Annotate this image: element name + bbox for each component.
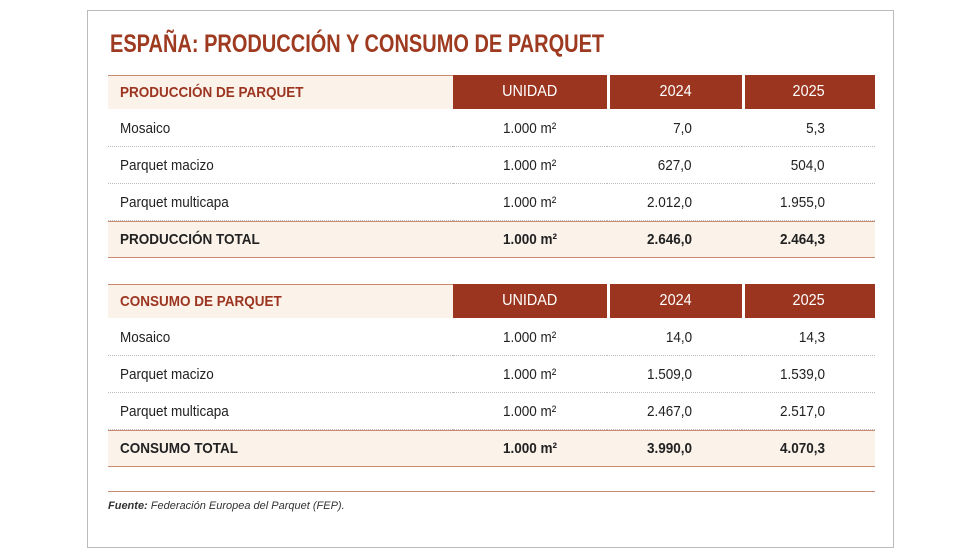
header-cell: CONSUMO DE PARQUET [108,284,453,318]
total-cell: 2.646,0 [607,221,742,258]
body-cell-text: 1.509,0 [646,365,692,383]
body-cell: Mosaico [108,319,453,356]
body-cell-text: 1.000 m² [503,365,557,383]
body-cell: 1.000 m² [453,147,607,184]
title: ESPAÑA: PRODUCCIÓN Y CONSUMO DE PARQUET [110,30,605,58]
body-cell-text: 7,0 [673,119,692,137]
total-cell-text: 3.990,0 [646,440,692,457]
source-text: Federación Europea del Parquet (FEP). [150,500,345,512]
body-cell: 5,3 [742,110,875,147]
body-cell: 1.000 m² [453,110,607,147]
body-cell-text: 1.000 m² [503,402,557,420]
total-cell-text: 2.464,3 [779,231,825,248]
total-cell-text: 1.000 m² [502,231,558,248]
body-cell: 2.517,0 [742,393,875,430]
body-cell: Parquet multicapa [108,393,453,430]
body-cell: 14,0 [607,319,742,356]
header-cell-text: 2025 [792,292,825,309]
body-cell-text: 1.000 m² [503,156,557,174]
total-cell-text: CONSUMO TOTAL [120,440,238,457]
body-cell-text: Mosaico [120,119,171,137]
header-cell-text: PRODUCCIÓN DE PARQUET [120,84,304,101]
body-cell-text: 1.539,0 [779,365,825,383]
source: Fuente: Federación Europea del Parquet (… [108,500,345,512]
source-label: Fuente: [108,500,148,512]
total-cell-text: PRODUCCIÓN TOTAL [120,231,260,248]
body-cell-text: 627,0 [658,156,692,174]
body-cell: 1.000 m² [453,356,607,393]
header-cell-text: CONSUMO DE PARQUET [120,293,282,310]
body-cell: 1.000 m² [453,184,607,221]
header-cell-text: UNIDAD [502,83,558,100]
header-cell: 2024 [610,75,742,109]
body-cell: 1.000 m² [453,319,607,356]
header-cell: 2024 [610,284,742,318]
header-cell: UNIDAD [453,284,607,318]
header-cell-text: 2024 [659,292,692,309]
header-cell-text: 2024 [659,83,692,100]
total-cell-text: 1.000 m² [502,440,558,457]
body-cell-text: Parquet multicapa [120,402,229,420]
body-cell-text: 1.955,0 [779,193,825,211]
body-cell-text: 5,3 [806,119,825,137]
body-cell: 2.012,0 [607,184,742,221]
header-cell: 2025 [745,75,875,109]
body-cell: Parquet macizo [108,356,453,393]
total-cell: 4.070,3 [742,430,875,467]
total-cell: 3.990,0 [607,430,742,467]
body-cell: Parquet macizo [108,147,453,184]
body-cell: 2.467,0 [607,393,742,430]
body-cell: 504,0 [742,147,875,184]
total-cell-text: 4.070,3 [779,440,825,457]
body-cell-text: 1.000 m² [503,328,557,346]
body-cell: 7,0 [607,110,742,147]
header-cell: PRODUCCIÓN DE PARQUET [108,75,453,109]
body-cell-text: 504,0 [791,156,825,174]
rule [108,491,875,492]
body-cell: Mosaico [108,110,453,147]
card [87,10,894,548]
header-cell: UNIDAD [453,75,607,109]
body-cell: 1.509,0 [607,356,742,393]
body-cell: 14,3 [742,319,875,356]
body-cell: 1.955,0 [742,184,875,221]
header-cell: 2025 [745,284,875,318]
header-cell-text: 2025 [792,83,825,100]
body-cell: 627,0 [607,147,742,184]
total-cell: CONSUMO TOTAL [108,430,453,467]
total-cell: 1.000 m² [453,430,607,467]
body-cell-text: 2.012,0 [646,193,692,211]
body-cell-text: Mosaico [120,328,171,346]
body-cell-text: Parquet macizo [120,156,214,174]
body-cell: 1.000 m² [453,393,607,430]
body-cell-text: 2.467,0 [646,402,692,420]
header-cell-text: UNIDAD [502,292,558,309]
body-cell: 1.539,0 [742,356,875,393]
total-cell-text: 2.646,0 [646,231,692,248]
body-cell-text: Parquet macizo [120,365,214,383]
body-cell-text: 14,3 [798,328,825,346]
body-cell: Parquet multicapa [108,184,453,221]
body-cell-text: 1.000 m² [503,193,557,211]
body-cell-text: 2.517,0 [779,402,825,420]
body-cell-text: 1.000 m² [503,119,557,137]
body-cell-text: Parquet multicapa [120,193,229,211]
body-cell-text: 14,0 [665,328,692,346]
total-cell: 1.000 m² [453,221,607,258]
total-cell: 2.464,3 [742,221,875,258]
total-cell: PRODUCCIÓN TOTAL [108,221,453,258]
